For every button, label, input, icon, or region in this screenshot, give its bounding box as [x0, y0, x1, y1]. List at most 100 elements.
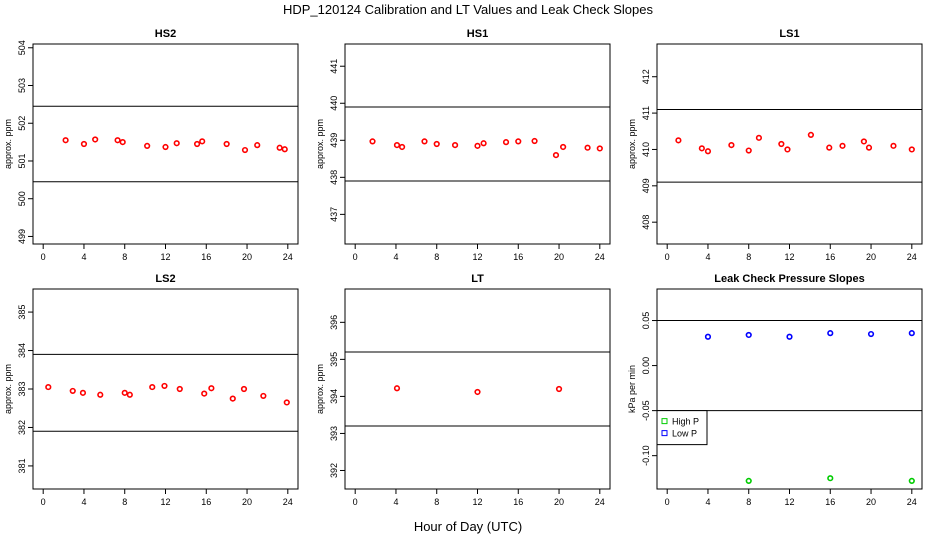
legend-label: High P	[672, 417, 699, 427]
data-point	[283, 399, 290, 406]
data-point	[480, 140, 487, 147]
data-point	[745, 331, 752, 339]
data-point	[552, 152, 560, 159]
data-point	[474, 388, 481, 396]
x-tick-label: 8	[746, 497, 751, 507]
data-point	[126, 391, 133, 398]
y-tick-label: 439	[329, 133, 339, 148]
x-tick-label: 8	[122, 252, 127, 262]
data-point	[161, 382, 168, 390]
y-tick-label: 502	[17, 116, 27, 131]
data-point	[784, 146, 791, 153]
x-tick-label: 0	[665, 252, 670, 262]
x-tick-label: 20	[554, 252, 564, 262]
panel-title: HS2	[155, 28, 176, 40]
data-point	[199, 138, 206, 145]
y-tick-label: 504	[17, 40, 27, 55]
x-tick-label: 4	[393, 252, 398, 262]
x-tick-label: 24	[283, 252, 293, 262]
y-tick-label: 411	[641, 106, 651, 120]
x-tick-label: 24	[595, 497, 605, 507]
data-point	[827, 475, 834, 482]
x-tick-label: 16	[513, 252, 523, 262]
data-point	[281, 146, 288, 153]
data-point	[839, 142, 846, 149]
data-point	[908, 477, 915, 484]
data-point	[121, 389, 128, 396]
y-tick-label: 382	[17, 420, 27, 435]
data-point	[229, 395, 236, 402]
x-tick-label: 16	[201, 497, 211, 507]
data-point	[369, 138, 376, 145]
y-tick-label: 384	[17, 343, 27, 358]
data-point	[826, 144, 833, 151]
data-point	[223, 140, 230, 148]
x-tick-label: 0	[353, 252, 358, 262]
data-point	[240, 385, 248, 393]
data-point	[208, 385, 215, 392]
x-tick-label: 24	[907, 252, 917, 262]
y-tick-label: 412	[641, 69, 651, 84]
y-tick-label: 499	[17, 229, 27, 244]
legend-label: Low P	[672, 429, 697, 439]
panel-1: HS2 0 4 8 12 16 20 24 499 500 501 502 503 504 approx. …	[3, 28, 299, 262]
y-tick-label: 0.00	[641, 357, 651, 375]
y-tick-label: 501	[17, 153, 27, 168]
data-point	[144, 142, 151, 149]
data-point	[97, 391, 104, 398]
x-tick-label: 20	[866, 497, 876, 507]
x-tick-label: 20	[554, 497, 564, 507]
data-point	[398, 143, 406, 151]
data-point	[162, 143, 169, 151]
data-point	[45, 383, 52, 391]
data-point	[745, 477, 752, 484]
y-tick-label: 438	[329, 170, 339, 185]
data-point	[778, 140, 785, 148]
x-tick-label: 12	[472, 252, 482, 262]
data-point	[149, 383, 156, 391]
x-tick-label: 24	[907, 497, 917, 507]
data-point	[908, 330, 915, 337]
x-tick-label: 16	[825, 252, 835, 262]
panel-6: Leak Check Pressure Slopes 0 4 8 12 16 20 24 -0.…	[627, 273, 923, 507]
panel-title: LS1	[779, 28, 799, 40]
data-point	[704, 148, 712, 155]
plot-frame	[656, 288, 923, 490]
data-point	[865, 144, 873, 151]
data-point	[704, 333, 712, 340]
y-tick-label: 409	[641, 178, 651, 193]
chart-panels: HS2 0 4 8 12 16 20 24 499 500 501 502 503 504 approx. …	[3, 28, 923, 507]
panel-3: LS1 0 4 8 12 16 20 24 408 409 410 411 412 approx. ppm	[627, 28, 923, 262]
panel-title: LT	[471, 273, 484, 285]
data-point	[698, 145, 705, 152]
data-point	[173, 140, 180, 147]
data-point	[241, 146, 249, 154]
x-tick-label: 20	[242, 497, 252, 507]
data-point	[393, 385, 401, 392]
data-point	[254, 142, 261, 149]
data-point	[92, 136, 99, 143]
y-tick-label: 383	[17, 381, 27, 396]
panel-4: LS2 0 4 8 12 16 20 24 381 382 383 384 385 approx. ppm	[3, 273, 299, 507]
x-tick-label: 20	[242, 252, 252, 262]
data-point	[193, 140, 201, 148]
y-tick-label: 440	[329, 96, 339, 111]
data-point	[260, 392, 267, 400]
data-point	[560, 143, 567, 151]
x-tick-label: 12	[472, 497, 482, 507]
data-point	[860, 138, 868, 145]
y-axis-label: approx. ppm	[315, 364, 325, 414]
y-tick-label: 394	[329, 389, 339, 404]
figure-title: HDP_120124 Calibration and LT Values and…	[283, 2, 654, 17]
panel-2: HS1 0 4 8 12 16 20 24 437 438 439 440 441 approx. ppm	[315, 28, 611, 262]
x-tick-label: 0	[41, 252, 46, 262]
data-point	[675, 137, 682, 144]
x-tick-label: 4	[705, 252, 710, 262]
y-axis-label: approx. ppm	[3, 119, 13, 169]
y-tick-label: 408	[641, 215, 651, 230]
x-tick-label: 8	[434, 252, 439, 262]
data-point	[433, 140, 440, 148]
x-tick-label: 8	[746, 252, 751, 262]
data-point	[515, 138, 522, 145]
